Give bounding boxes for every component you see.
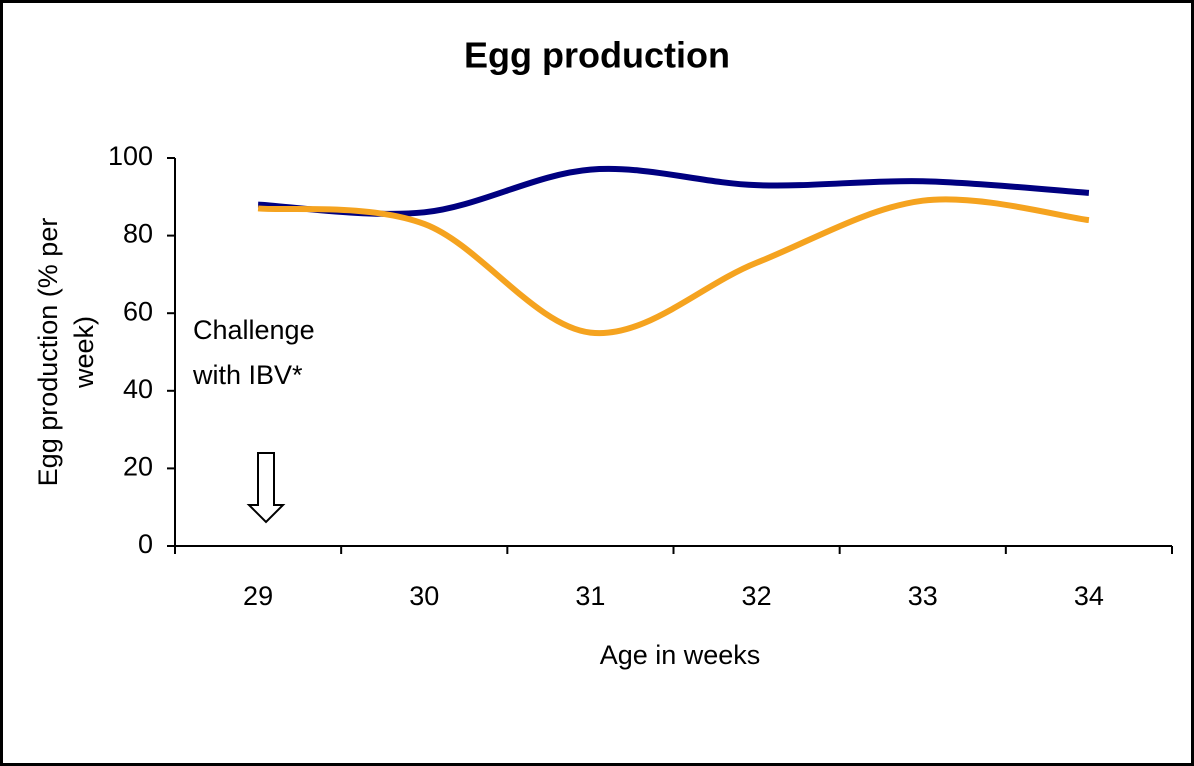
x-tick-label: 29 — [243, 581, 273, 611]
y-tick-label: 100 — [108, 141, 153, 171]
y-tick-label: 60 — [123, 296, 153, 326]
series-line — [257, 165, 1090, 217]
y-tick-label: 0 — [138, 529, 153, 559]
annotation: with IBV* — [192, 360, 303, 390]
chart-title: Egg production — [464, 35, 730, 76]
y-axis-label: Egg production (% per week) — [33, 218, 99, 487]
x-tick-label: 30 — [409, 581, 439, 611]
x-tick-label: 34 — [1074, 581, 1104, 611]
y-tick-label: 80 — [123, 219, 153, 249]
y-tick-label: 20 — [123, 452, 153, 482]
arrow — [246, 452, 286, 524]
x-axis-label: Age in weeks — [600, 640, 761, 670]
x-tick-label: 32 — [742, 581, 772, 611]
y-axis-label-line: week) — [69, 316, 99, 389]
series-line — [257, 196, 1090, 337]
y-axis-label-line: Egg production (% per — [33, 218, 63, 487]
x-tick-label: 33 — [908, 581, 938, 611]
x-tick-label: 31 — [575, 581, 605, 611]
annotation: Challenge — [193, 315, 315, 345]
y-tick-label: 40 — [123, 374, 153, 404]
